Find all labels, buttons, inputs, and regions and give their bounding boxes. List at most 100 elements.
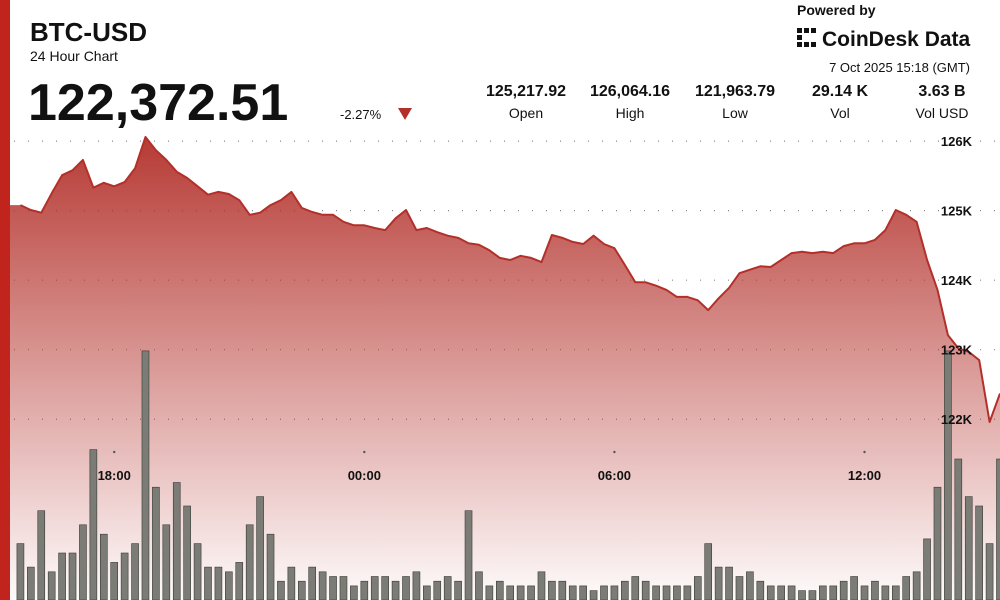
volume-bar	[443, 576, 452, 600]
volume-bar	[235, 562, 244, 600]
volume-bar	[548, 580, 556, 600]
volume-bar	[933, 486, 942, 600]
volume-bar	[277, 580, 285, 600]
volume-bar	[370, 576, 379, 600]
stat-label: High	[616, 105, 645, 121]
volume-bar	[516, 585, 525, 600]
volume-bar	[704, 543, 713, 600]
stat-label: Open	[509, 105, 543, 121]
volume-bar	[308, 566, 317, 600]
stat-value: 29.14 K	[812, 83, 868, 100]
volume-bar	[641, 580, 650, 600]
volume-bar	[881, 585, 890, 600]
volume-bar	[506, 585, 515, 600]
volume-bar	[839, 580, 848, 600]
volume-bar	[297, 580, 306, 600]
stat-label: Vol	[830, 105, 849, 121]
brand-logo	[797, 28, 816, 47]
volume-bar	[600, 585, 608, 600]
volume-bar	[287, 566, 296, 600]
volume-bar	[412, 571, 421, 600]
volume-bar	[746, 571, 754, 600]
volume-bar	[891, 585, 900, 600]
y-tick-label: 124K	[941, 273, 973, 288]
volume-bar	[860, 585, 869, 600]
stat-value: 125,217.92	[486, 83, 566, 100]
y-tick-label: 123K	[941, 343, 973, 358]
y-tick-label: 126K	[941, 134, 973, 149]
volume-bar	[673, 585, 681, 600]
volume-bar	[433, 580, 442, 600]
x-tick-mark	[613, 450, 616, 454]
x-tick-label: 00:00	[348, 468, 381, 483]
volume-bar	[204, 566, 212, 600]
volume-bar	[454, 580, 462, 600]
volume-bar	[568, 585, 577, 600]
volume-bar	[89, 449, 98, 600]
timestamp: 7 Oct 2025 15:18 (GMT)	[829, 60, 970, 75]
volume-bar	[318, 571, 327, 600]
volume-bar	[381, 576, 389, 600]
powered-by: Powered by	[797, 2, 876, 18]
volume-bar	[777, 585, 785, 600]
volume-bar	[256, 496, 264, 600]
volume-bar	[120, 552, 129, 600]
volume-bar	[735, 576, 744, 600]
volume-bar	[537, 571, 546, 600]
volume-bar	[350, 585, 358, 600]
volume-bar	[819, 585, 827, 600]
volume-bar	[798, 590, 806, 600]
plot-area: 126K 125K 124K 123K 122K 18:00 00:00 06:00 12:00	[10, 134, 1000, 600]
volume-bar	[683, 585, 692, 600]
x-tick-label: 18:00	[98, 468, 131, 483]
volume-bar	[871, 580, 879, 600]
volume-bar	[183, 505, 191, 600]
volume-bar	[662, 585, 671, 600]
volume-bar	[693, 576, 702, 600]
volume-bar	[558, 580, 567, 600]
volume-bar	[923, 538, 931, 600]
volume-bar	[245, 524, 254, 600]
volume-bar	[58, 552, 66, 600]
volume-bar	[579, 585, 587, 600]
volume-bar	[99, 533, 108, 600]
volume-bar	[193, 543, 202, 600]
volume-bar	[589, 590, 598, 600]
y-tick-label: 125K	[941, 204, 973, 219]
price-area	[10, 137, 1000, 600]
volume-bar	[850, 576, 858, 600]
volume-bar	[610, 585, 619, 600]
volume-bar	[402, 576, 410, 600]
volume-bar	[964, 496, 973, 600]
volume-bar	[329, 576, 337, 600]
volume-bar	[808, 590, 817, 600]
accent-stripe	[0, 0, 10, 600]
volume-bar	[902, 576, 911, 600]
volume-bar	[266, 533, 275, 600]
x-tick-mark	[363, 450, 366, 454]
volume-bar	[829, 585, 838, 600]
volume-bar	[766, 585, 775, 600]
stat-value: 3.63 B	[918, 83, 965, 100]
volume-bar	[110, 562, 119, 600]
volume-bar	[944, 350, 952, 600]
volume-bar	[152, 486, 160, 600]
stat-label: Low	[722, 105, 749, 121]
volume-bar	[162, 524, 171, 600]
volume-bar	[391, 580, 400, 600]
subtitle: 24 Hour Chart	[30, 48, 118, 64]
volume-bar	[631, 576, 640, 600]
volume-bar	[485, 585, 494, 600]
down-arrow	[398, 108, 412, 120]
volume-bar	[225, 571, 233, 600]
volume-bar	[131, 543, 139, 600]
volume-bar	[27, 566, 35, 600]
volume-bar	[37, 510, 46, 600]
x-tick-label: 06:00	[598, 468, 631, 483]
volume-bar	[339, 576, 348, 600]
volume-bar	[996, 458, 1000, 600]
stat-label: Vol USD	[916, 105, 969, 121]
y-tick-label: 122K	[941, 412, 973, 427]
volume-bar	[475, 571, 483, 600]
